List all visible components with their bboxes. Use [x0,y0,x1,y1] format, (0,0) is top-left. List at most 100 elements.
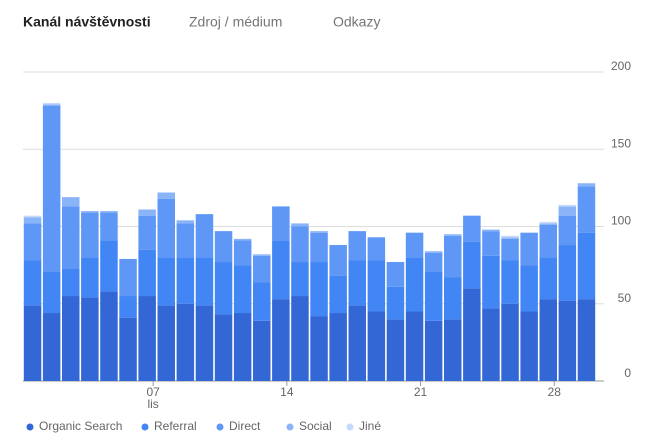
bar-segment [214,231,233,263]
bar-segment [119,258,137,297]
bar-segment [329,275,347,314]
bar-segment [291,223,309,227]
bar-segment [62,206,80,269]
y-tick-label: 100 [611,214,631,228]
bar-segment [424,252,443,272]
x-tick-label: 14 [280,385,294,399]
tab[interactable]: Kanál návštěvnosti [23,14,151,30]
bar-segment [501,237,519,239]
bar-segment [23,215,42,218]
bar-segment [119,296,137,318]
bar-segment [81,212,99,258]
bar-segment [195,305,214,381]
bar-segment [482,229,500,232]
bar-segment [176,303,195,381]
bar-segment [272,299,290,381]
bar-segment [463,215,481,242]
legend-dot [346,423,354,431]
bar-segment [310,262,328,317]
bar-segment [291,262,309,297]
bar-segment [176,220,195,224]
bar-segment [81,257,99,298]
bar-segment [157,192,175,199]
bar-segment [23,223,42,261]
bar-segment [558,206,577,216]
bar-segment [119,317,137,381]
bar-segment [348,231,366,261]
bar-segment [138,296,156,381]
bar-segment [272,206,290,241]
bar-segment [558,300,577,381]
bar-segment [424,251,443,253]
bar-segment [176,223,195,258]
bar-segment [291,226,309,263]
bar-segment [558,215,577,246]
bar-segment [42,105,61,272]
bar-segment [23,305,42,381]
bar-segment [100,291,118,381]
bar-segment [62,197,80,207]
x-tick-label: 21 [414,385,428,399]
bar-segment [405,232,424,258]
bar-segment [463,288,481,381]
bar-segment [157,198,175,258]
legend-dot [216,423,224,431]
bar-segment [23,217,42,224]
bar-segment [482,231,500,256]
bar-segment [23,260,42,306]
bar-segment [233,238,252,241]
bar-segment [233,240,252,266]
bar-segment [501,260,519,304]
bar-segment [424,271,443,321]
bar-segment [42,271,61,314]
bar-segment [501,303,519,381]
bar-segment [62,296,80,381]
bar-segment [81,297,99,381]
bar-segment [539,299,557,381]
bar-segment [310,316,328,381]
x-tick-label: 28 [548,385,562,399]
bar-segment [291,296,309,381]
bar-segment [42,313,61,381]
bar-segment [539,223,557,225]
bar-segment [195,257,214,306]
bar-segment [520,232,538,266]
y-tick-label: 50 [618,291,632,305]
bar-segment [520,311,538,381]
bar-segment [482,308,500,381]
y-tick-label: 0 [624,366,631,380]
bar-segment [539,224,557,258]
tab[interactable]: Zdroj / médium [189,14,282,30]
bar-segment [444,319,462,381]
bar-segment [577,299,596,381]
bar-segment [482,255,500,309]
bar-segment [558,245,577,301]
bar-segment [463,241,481,289]
bar-segment [81,211,99,213]
bar-segment [424,320,443,381]
bar-segment [253,282,271,321]
bar-segment [367,260,386,312]
bar-segment [42,104,61,106]
bar-segment [329,313,347,381]
bar-segment [253,320,271,381]
bar-segment [348,260,366,306]
bar-segment [444,277,462,320]
bar-segment [386,286,405,320]
bar-segment [501,235,519,238]
bar-segment [195,214,214,258]
bar-segment [42,102,61,105]
legend-label: Organic Search [39,419,122,433]
bar-segment [558,204,577,207]
bar-segment [348,305,366,381]
bar-segment [233,265,252,314]
tab[interactable]: Odkazy [333,14,380,30]
legend-dot [141,423,149,431]
bar-segment [138,209,156,216]
y-tick-label: 200 [611,59,631,73]
bar-segment [405,257,424,312]
bar-segment [138,249,156,297]
bar-segment [100,211,118,213]
